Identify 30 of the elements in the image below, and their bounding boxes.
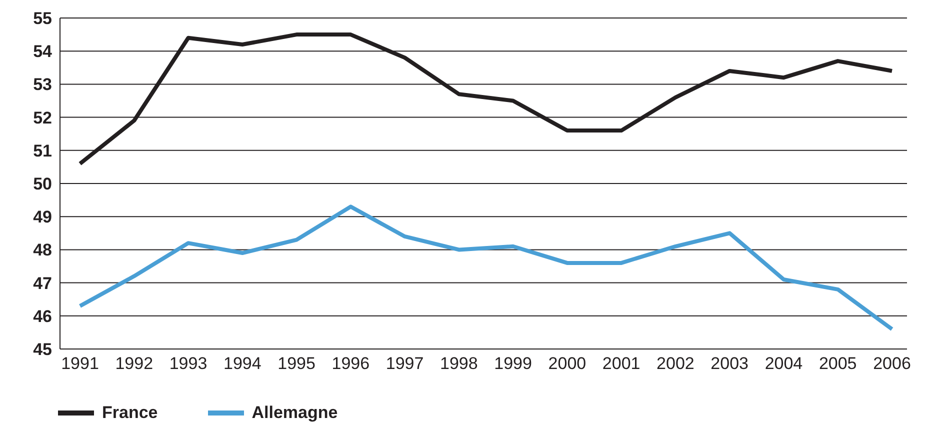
- y-tick-label: 47: [33, 274, 52, 293]
- x-tick-label: 2000: [548, 354, 586, 374]
- x-tick-label: 2005: [818, 354, 857, 374]
- x-tick-label: 1991: [61, 354, 99, 374]
- x-tick-label: 2004: [764, 354, 803, 374]
- y-tick-label: 53: [33, 75, 52, 94]
- legend-label: France: [101, 403, 158, 423]
- x-tick-label: 1993: [169, 354, 208, 374]
- y-tick-label: 54: [33, 42, 53, 62]
- x-tick-label: 1992: [115, 354, 154, 374]
- y-tick-label: 45: [33, 340, 52, 360]
- y-tick-label: 55: [33, 9, 52, 28]
- x-tick-label: 1998: [440, 354, 478, 374]
- x-tick-label: 1995: [278, 354, 316, 374]
- y-tick-label: 48: [33, 240, 52, 260]
- x-tick-label: 1997: [386, 354, 424, 374]
- y-tick-label: 50: [33, 174, 52, 194]
- x-tick-label: 1999: [494, 354, 532, 374]
- y-tick-label: 46: [33, 306, 52, 326]
- x-tick-label: 2002: [656, 354, 694, 374]
- legend-label: Allemagne: [250, 403, 338, 423]
- y-tick-label: 51: [33, 141, 52, 160]
- x-tick-label: 2001: [602, 354, 640, 374]
- line-series: [78, 204, 894, 332]
- x-tick-label: 2006: [873, 354, 911, 374]
- y-tick-label: 49: [33, 208, 52, 227]
- x-tick-label: 1994: [223, 354, 262, 374]
- x-tick-label: 1996: [332, 354, 370, 374]
- x-tick-label: 2003: [710, 354, 749, 374]
- y-tick-label: 52: [33, 108, 52, 128]
